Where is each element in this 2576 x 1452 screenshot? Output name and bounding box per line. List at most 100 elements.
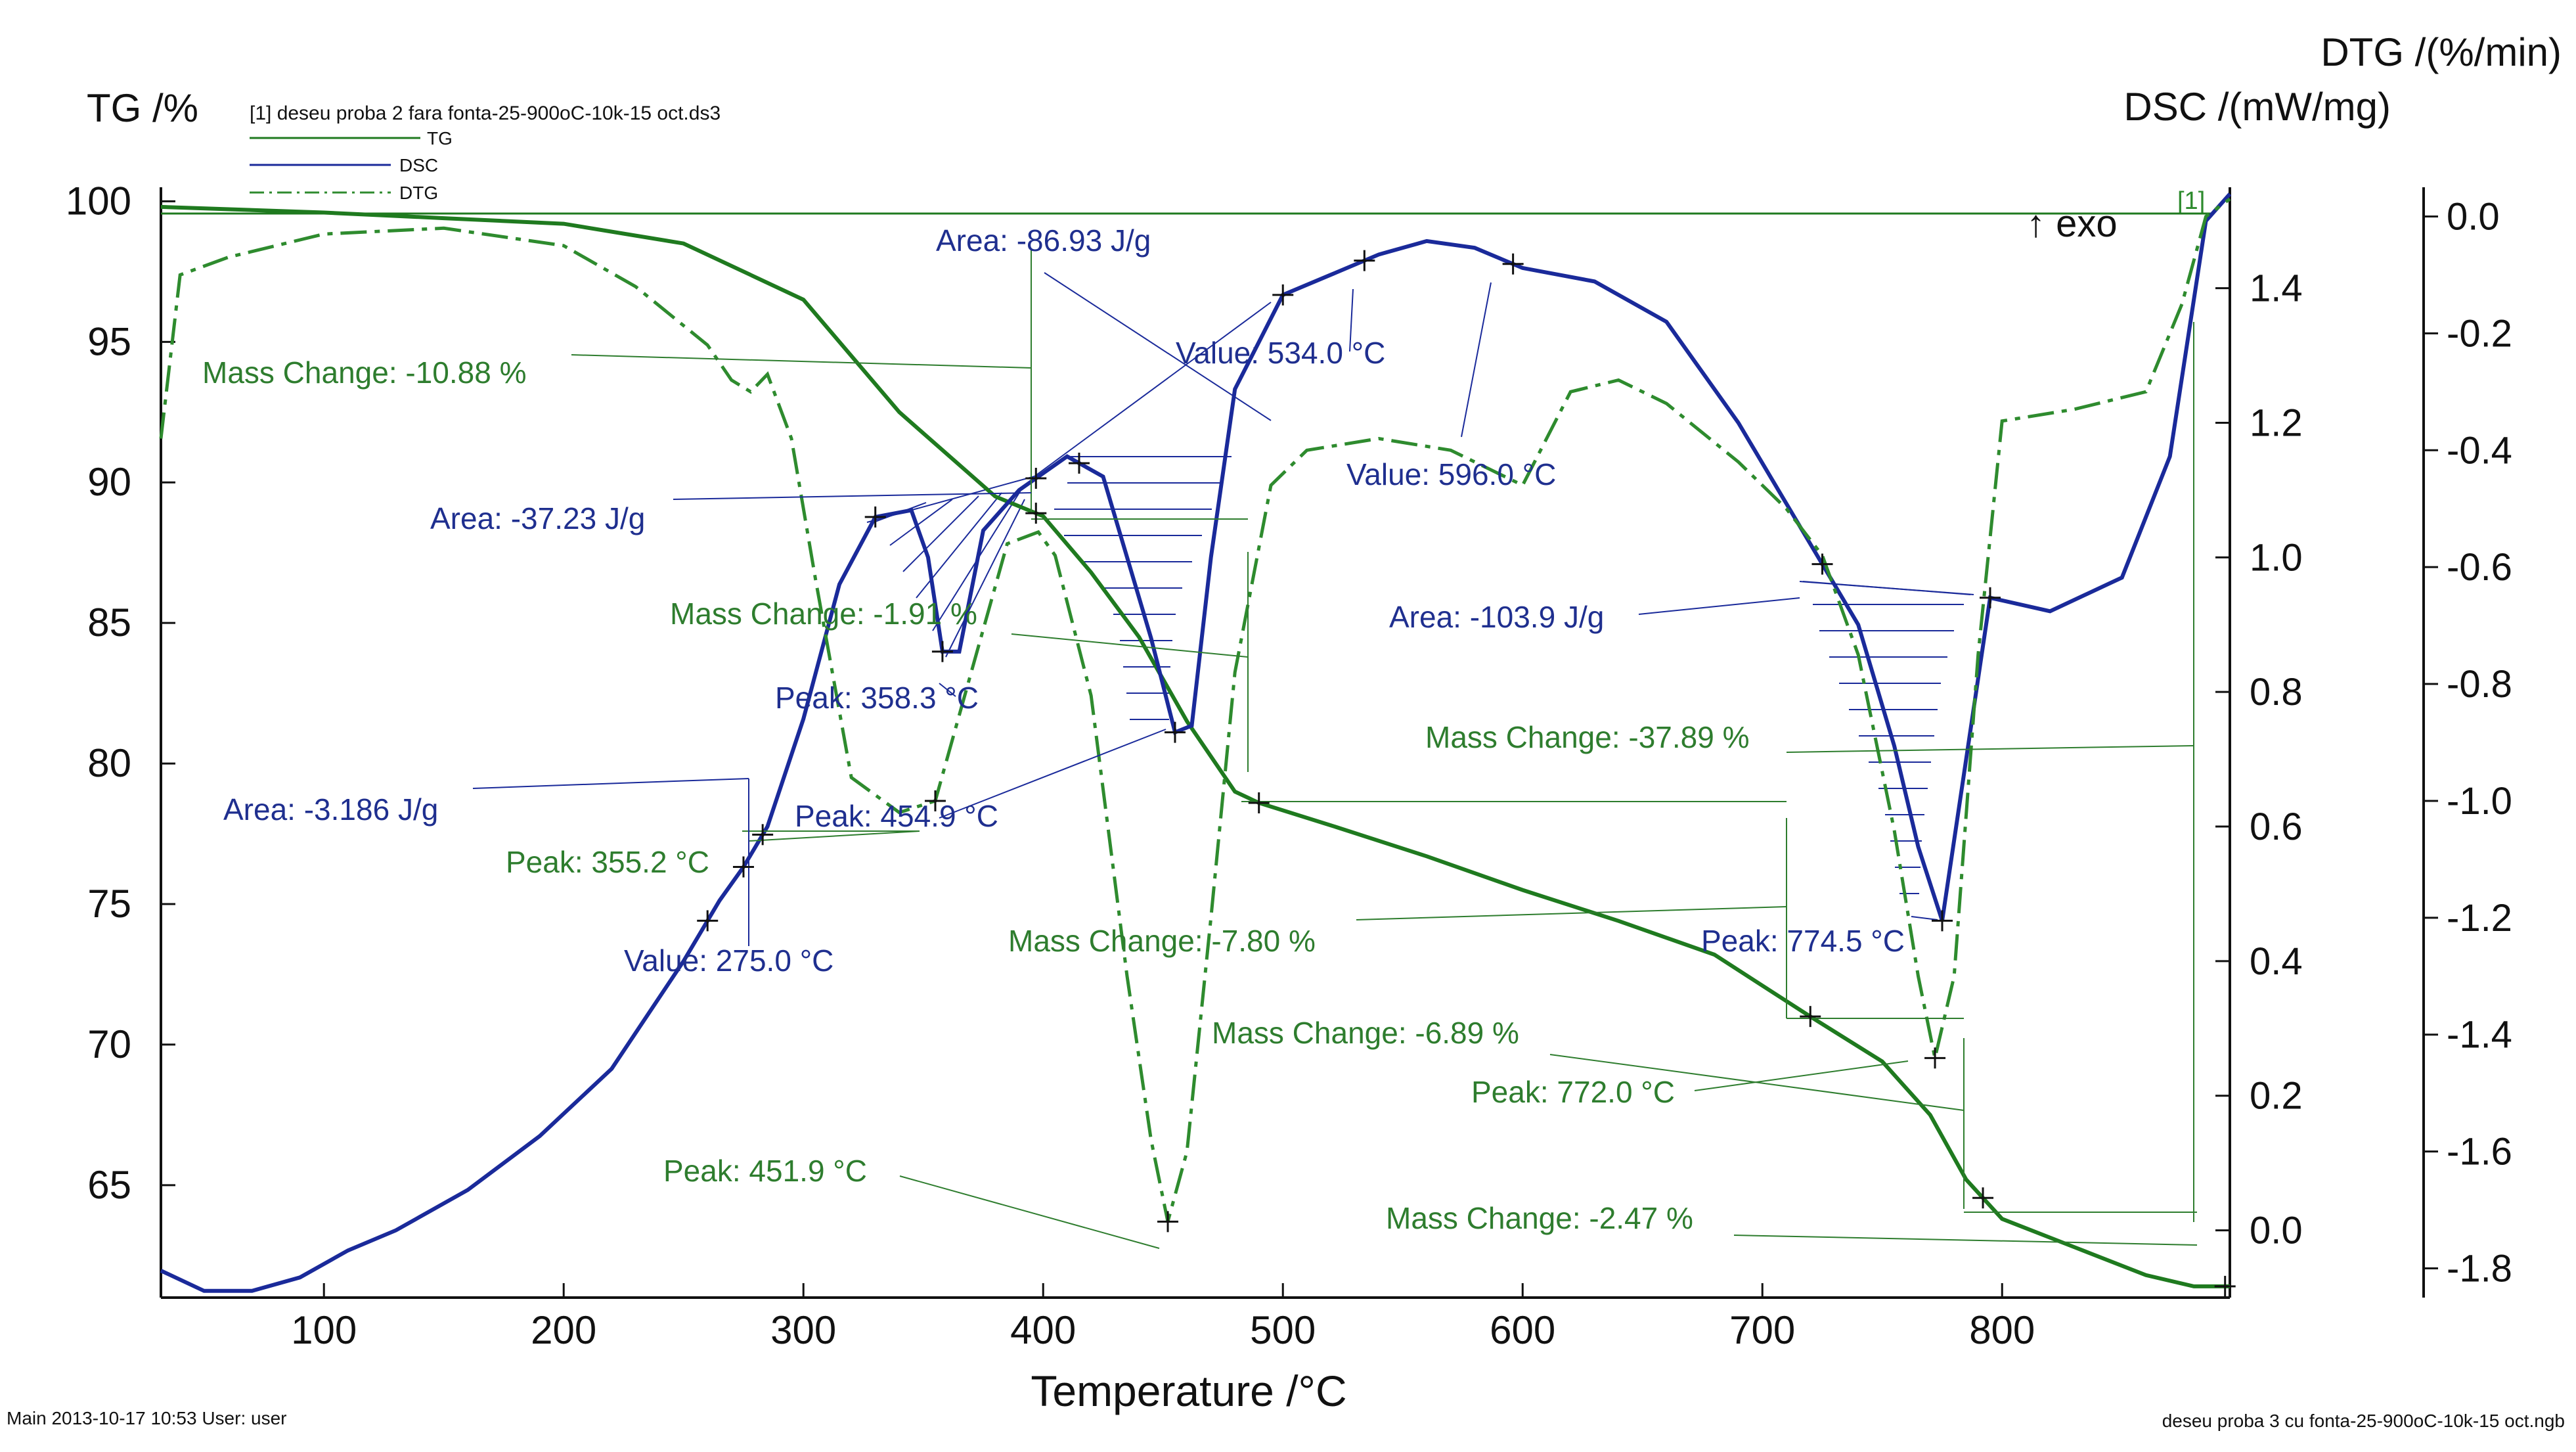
dtg-tick-label: -0.2 <box>2447 312 2512 355</box>
dtg-tick-label: 0.0 <box>2447 195 2500 238</box>
tg-tick-label: 95 <box>87 319 131 363</box>
x-tick-label: 700 <box>1729 1308 1795 1352</box>
dsc-tick-label: 0.8 <box>2250 671 2303 714</box>
annotation-mass-change-2-47: Mass Change: -2.47 % <box>1386 1201 1693 1235</box>
curve-marker <box>1502 253 1524 275</box>
legend-tg-label: TG <box>427 128 453 148</box>
tg-tick-label: 65 <box>87 1163 131 1207</box>
annotation-mass-change-1-91: Mass Change: -1.91 % <box>670 597 977 631</box>
legend-dsc-label: DSC <box>399 155 438 175</box>
dsc-peak-areas <box>866 302 1974 894</box>
exo-indicator: ↑ exo <box>2026 202 2118 245</box>
curve-marker <box>931 641 953 662</box>
annotation-peak-774-5: Peak: 774.5 °C <box>1701 924 1905 958</box>
area-86-hatch <box>1054 456 1232 720</box>
dsc-axis-ticks: 0.0 0.2 0.4 0.6 0.8 1.0 1.2 1.4 <box>2215 267 2303 1252</box>
x-axis-ticks: 100 200 300 400 500 600 700 800 <box>291 1283 2035 1352</box>
x-tick-label: 800 <box>1969 1308 2035 1352</box>
curve-marker <box>1025 503 1047 524</box>
dsc-tick-label: 0.6 <box>2250 805 2303 848</box>
x-tick-label: 300 <box>770 1308 836 1352</box>
dsc-tick-label: 1.2 <box>2250 401 2303 444</box>
dtg-curve <box>159 197 2231 1223</box>
x-tick-label: 500 <box>1250 1308 1316 1352</box>
curve-marker <box>732 856 754 878</box>
tg-curve <box>160 204 2230 1288</box>
curve-marker <box>1979 587 2001 608</box>
annotation-value-275: Value: 275.0 °C <box>624 943 833 978</box>
dtg-axis-ticks: 0.0 -0.2 -0.4 -0.6 -0.8 -1.0 -1.2 -1.4 -1.6 -1.8 <box>2424 195 2512 1290</box>
x-tick-label: 600 <box>1490 1308 1555 1352</box>
annotation-peak-454-9: Peak: 454.9 °C <box>795 799 998 833</box>
area-103-baseline <box>1799 581 1974 595</box>
annotation-area-37-23: Area: -37.23 J/g <box>430 501 645 535</box>
dsc-axis-title: DSC /(mW/mg) <box>2123 85 2391 129</box>
area-86-baseline <box>1034 302 1272 477</box>
annotation-area-86-93: Area: -86.93 J/g <box>936 223 1151 258</box>
curve-marker <box>1025 467 1047 489</box>
annotation-peak-358-3: Peak: 358.3 °C <box>775 681 979 715</box>
curve-marker <box>697 910 719 932</box>
tg-tick-label: 70 <box>87 1022 131 1066</box>
footer-left: Main 2013-10-17 10:53 User: user <box>7 1408 286 1428</box>
dtg-tick-label: -0.8 <box>2447 663 2512 706</box>
curve-tag: [1] <box>2177 187 2205 215</box>
annotation-area-3-186: Area: -3.186 J/g <box>223 792 438 827</box>
dsc-tick-label: 0.2 <box>2250 1075 2303 1118</box>
dtg-tick-label: -1.4 <box>2447 1014 2512 1056</box>
dtg-tick-label: -0.4 <box>2447 429 2512 472</box>
x-axis-title: Temperature /°C <box>1031 1367 1346 1415</box>
legend-dtg-label: DTG <box>399 183 438 203</box>
curve-marker <box>1931 910 1953 932</box>
dsc-tick-label: 0.4 <box>2250 940 2303 983</box>
annotation-leaders <box>472 250 2198 1249</box>
tg-tick-label: 75 <box>87 882 131 926</box>
curve-marker <box>1068 452 1090 474</box>
annotation-peak-355-2: Peak: 355.2 °C <box>506 845 709 879</box>
curve-marker <box>1157 1211 1179 1233</box>
curve-marker <box>1272 284 1294 306</box>
curve-marker <box>1811 553 1833 575</box>
legend-file: [1] deseu proba 2 fara fonta-25-900oC-10… <box>250 102 721 124</box>
dsc-curve <box>160 193 2232 1293</box>
tg-tick-label: 90 <box>87 460 131 504</box>
annotation-area-103-9: Area: -103.9 J/g <box>1389 600 1604 634</box>
dtg-tick-label: -1.8 <box>2447 1248 2512 1290</box>
footer-right: deseu proba 3 cu fonta-25-900oC-10k-15 o… <box>2162 1411 2565 1431</box>
curve-marker <box>752 824 774 846</box>
legend: [1] deseu proba 2 fara fonta-25-900oC-10… <box>250 102 721 203</box>
tg-axis-title: TG /% <box>87 86 198 130</box>
curve-marker <box>1800 1006 1821 1028</box>
tg-tick-label: 85 <box>87 601 131 645</box>
annotation-mass-change-7-80: Mass Change: -7.80 % <box>1008 924 1316 958</box>
dsc-tick-label: 0.0 <box>2250 1210 2303 1252</box>
curve-markers <box>697 250 2236 1297</box>
curve-marker <box>1164 721 1186 743</box>
annotation-value-596: Value: 596.0 °C <box>1346 457 1556 491</box>
dtg-tick-label: -0.6 <box>2447 546 2512 589</box>
dtg-tick-label: -1.6 <box>2447 1131 2512 1173</box>
area-103-hatch <box>1802 581 1971 894</box>
dsc-tick-label: 1.0 <box>2250 536 2303 579</box>
annotation-mass-change-10-88: Mass Change: -10.88 % <box>202 355 527 390</box>
dtg-axis-title: DTG /(%/min) <box>2321 30 2562 74</box>
curve-marker <box>864 506 886 528</box>
curve-marker <box>1248 792 1270 813</box>
annotations: Mass Change: -10.88 % Area: -86.93 J/g V… <box>202 223 1905 1235</box>
annotation-mass-change-37-89: Mass Change: -37.89 % <box>1425 720 1750 754</box>
curve-marker <box>1972 1187 1994 1209</box>
curve-marker <box>1924 1047 1946 1069</box>
annotation-peak-772-0: Peak: 772.0 °C <box>1471 1075 1675 1109</box>
curve-marker <box>924 790 946 811</box>
tg-tick-label: 80 <box>87 741 131 785</box>
tg-tick-label: 100 <box>66 179 131 223</box>
x-tick-label: 400 <box>1010 1308 1076 1352</box>
dtg-tick-label: -1.2 <box>2447 897 2512 940</box>
dtg-tick-label: -1.0 <box>2447 780 2512 823</box>
annotation-peak-451-9: Peak: 451.9 °C <box>663 1154 867 1188</box>
dsc-tick-label: 1.4 <box>2250 267 2303 310</box>
curve-marker <box>2214 1275 2236 1297</box>
tg-axis-ticks: 65 70 75 80 85 90 95 100 <box>66 179 175 1207</box>
annotation-value-534: Value: 534.0 °C <box>1176 336 1385 370</box>
